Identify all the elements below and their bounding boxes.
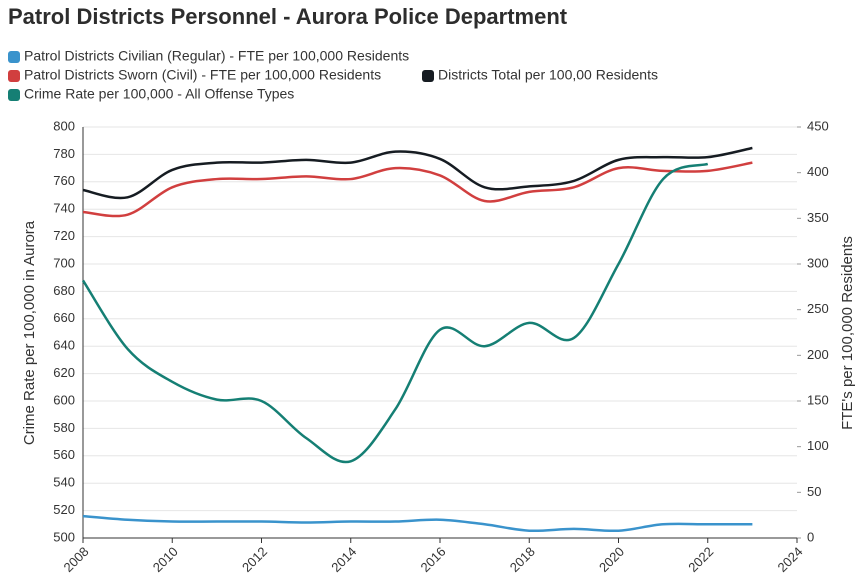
y2-tick-label: 300 <box>807 255 829 270</box>
y-tick-label: 760 <box>53 173 75 188</box>
y-axis-label: Crime Rate per 100,000 in Aurora <box>21 220 38 445</box>
y-tick-label: 680 <box>53 283 75 298</box>
y-tick-label: 580 <box>53 420 75 435</box>
series-line <box>82 514 753 533</box>
y-tick-label: 740 <box>53 201 75 216</box>
series-line <box>82 161 753 218</box>
legend-swatch <box>8 70 20 82</box>
legend-swatch <box>422 70 434 82</box>
legend-swatch <box>8 51 20 63</box>
series-line <box>82 146 753 200</box>
y-tick-label: 640 <box>53 338 75 353</box>
y2-tick-label: 450 <box>807 118 829 133</box>
x-tick-label: 2016 <box>417 544 448 575</box>
y2-tick-label: 200 <box>807 347 829 362</box>
x-tick-label: 2012 <box>239 544 270 575</box>
y-tick-label: 780 <box>53 146 75 161</box>
chart-title: Patrol Districts Personnel - Aurora Poli… <box>8 4 568 29</box>
x-tick-label: 2010 <box>150 544 181 575</box>
y2-tick-label: 150 <box>807 392 829 407</box>
y2-tick-label: 100 <box>807 438 829 453</box>
x-tick-label: 2022 <box>685 544 716 575</box>
y2-tick-label: 50 <box>807 484 821 499</box>
legend-label: Crime Rate per 100,000 - All Offense Typ… <box>24 86 294 102</box>
y-tick-label: 800 <box>53 118 75 133</box>
y2-tick-label: 0 <box>807 529 814 544</box>
y-tick-label: 660 <box>53 310 75 325</box>
y2-axis-label: FTE's per 100,000 Residents <box>839 236 856 430</box>
x-tick-label: 2024 <box>774 544 805 575</box>
legend-swatch <box>8 89 20 101</box>
x-tick-label: 2014 <box>328 544 359 575</box>
legend-label: Patrol Districts Civilian (Regular) - FT… <box>24 48 409 64</box>
y2-tick-label: 250 <box>807 301 829 316</box>
y-tick-label: 700 <box>53 255 75 270</box>
y-tick-label: 520 <box>53 502 75 517</box>
y-tick-label: 720 <box>53 228 75 243</box>
legend-label: Patrol Districts Sworn (Civil) - FTE per… <box>24 67 381 83</box>
x-tick-label: 2008 <box>60 544 91 575</box>
x-tick-label: 2020 <box>596 544 627 575</box>
y2-tick-label: 350 <box>807 210 829 225</box>
legend-label: Districts Total per 100,00 Residents <box>438 67 658 83</box>
y-tick-label: 560 <box>53 447 75 462</box>
y-tick-label: 500 <box>53 529 75 544</box>
y-tick-label: 600 <box>53 392 75 407</box>
y-tick-label: 540 <box>53 475 75 490</box>
y-tick-label: 620 <box>53 365 75 380</box>
y2-tick-label: 400 <box>807 164 829 179</box>
x-tick-label: 2018 <box>507 544 538 575</box>
series-line <box>81 162 709 464</box>
